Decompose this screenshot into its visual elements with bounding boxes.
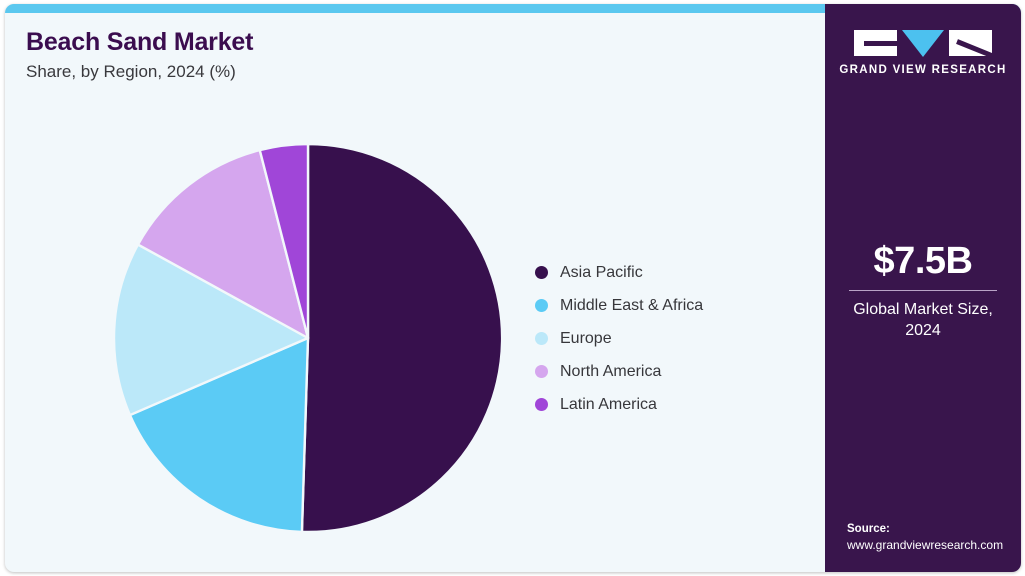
legend-swatch-middle-east-africa bbox=[535, 299, 548, 312]
logo-marks bbox=[825, 30, 1021, 57]
legend-label-latin-america: Latin America bbox=[560, 395, 657, 413]
pie-slice-asia-pacific[interactable] bbox=[300, 142, 504, 534]
page-subtitle: Share, by Region, 2024 (%) bbox=[26, 61, 236, 81]
legend-label-europe: Europe bbox=[560, 329, 612, 347]
legend-swatch-north-america bbox=[535, 365, 548, 378]
legend-swatch-asia-pacific bbox=[535, 266, 548, 279]
pie-slice-middle-east-africa[interactable] bbox=[128, 336, 310, 534]
legend-label-middle-east-africa: Middle East & Africa bbox=[560, 296, 704, 314]
legend-item-middle-east-africa[interactable]: Middle East & Africa bbox=[535, 289, 805, 322]
legend-item-europe[interactable]: Europe bbox=[535, 322, 805, 355]
chart-legend: Asia Pacific Middle East & Africa Europe… bbox=[535, 256, 805, 421]
brand-side-panel: GRAND VIEW RESEARCH $7.5B Global Market … bbox=[825, 4, 1021, 572]
logo-wordmark: GRAND VIEW RESEARCH bbox=[839, 64, 1007, 76]
pie-slice-north-america[interactable] bbox=[136, 148, 310, 340]
top-accent-bar bbox=[5, 4, 1021, 13]
logo-triangle-v-icon bbox=[902, 30, 944, 57]
pie-slice-latin-america[interactable] bbox=[258, 142, 310, 340]
pie-chart-svg bbox=[112, 142, 504, 534]
legend-swatch-europe bbox=[535, 332, 548, 345]
logo-letter-r-icon bbox=[949, 30, 992, 56]
legend-swatch-latin-america bbox=[535, 398, 548, 411]
source-url[interactable]: www.grandviewresearch.com bbox=[847, 538, 1004, 553]
legend-item-latin-america[interactable]: Latin America bbox=[535, 388, 805, 421]
source-block: Source: www.grandviewresearch.com bbox=[847, 521, 1021, 554]
legend-label-asia-pacific: Asia Pacific bbox=[560, 263, 643, 281]
source-title: Source: bbox=[847, 523, 890, 536]
title-block: Beach Sand Market Share, by Region, 2024… bbox=[26, 28, 626, 82]
pie-chart bbox=[112, 142, 504, 534]
legend-item-asia-pacific[interactable]: Asia Pacific bbox=[535, 256, 805, 289]
market-size-label: Global Market Size, 2024 bbox=[853, 301, 993, 339]
pie-slice-group bbox=[112, 142, 504, 534]
chart-card: Beach Sand Market Share, by Region, 2024… bbox=[5, 4, 1021, 572]
legend-label-north-america: North America bbox=[560, 362, 662, 380]
market-size-stat: $7.5B Global Market Size, 2024 bbox=[825, 242, 1021, 342]
market-size-value: $7.5B bbox=[873, 240, 973, 282]
stat-divider bbox=[849, 290, 997, 291]
grand-view-research-logo[interactable]: GRAND VIEW RESEARCH bbox=[825, 30, 1021, 76]
legend-item-north-america[interactable]: North America bbox=[535, 355, 805, 388]
page-title: Beach Sand Market bbox=[26, 28, 254, 56]
logo-letter-g-icon bbox=[854, 30, 897, 56]
pie-slice-europe[interactable] bbox=[112, 243, 310, 417]
